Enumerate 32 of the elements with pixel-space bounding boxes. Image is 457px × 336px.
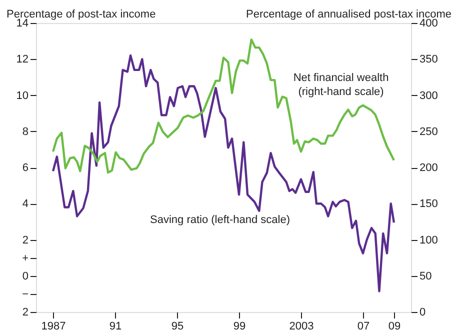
y-tick-label: 8 — [22, 126, 28, 138]
series-label: Net financial wealth (right-hand scale) — [293, 72, 389, 98]
x-tick-label: 95 — [171, 320, 184, 332]
y-tick-label: 2 — [22, 306, 28, 318]
y2-tick-label: 50 — [420, 270, 432, 282]
y2-tick-label: 400 — [420, 18, 438, 30]
x-tick-label: 09 — [388, 320, 401, 332]
y2-tick-label: 0 — [420, 306, 426, 318]
y2-tick-label: 350 — [420, 54, 438, 66]
y-tick-label: 14 — [16, 18, 28, 30]
line-series — [52, 38, 396, 174]
y2-tick-label: 150 — [420, 198, 438, 210]
y-tick-label: 12 — [16, 54, 28, 66]
y2-tick-label: 200 — [420, 162, 438, 174]
y-axis-title: Percentage of post-tax income — [6, 8, 156, 20]
y-tick-label: 6 — [22, 162, 28, 174]
series-label: Saving ratio (left-hand scale) — [150, 214, 290, 226]
y-tick-label: − — [22, 288, 28, 300]
y-tick-label: 4 — [22, 198, 28, 210]
y-tick-label: 10 — [16, 90, 28, 102]
y2-tick-label: 250 — [420, 126, 438, 138]
y-tick-label: + — [22, 252, 28, 264]
x-tick-label: 91 — [109, 320, 122, 332]
x-tick-label: 2003 — [289, 320, 314, 332]
y-tick-label: 2 — [22, 234, 28, 246]
y-tick-label: 0 — [22, 270, 28, 282]
x-tick-label: 99 — [233, 320, 246, 332]
x-tick-label: 1987 — [41, 320, 66, 332]
x-tick-label: 07 — [357, 320, 370, 332]
line-series — [52, 54, 396, 292]
y2-tick-label: 100 — [420, 234, 438, 246]
y2-tick-label: 300 — [420, 90, 438, 102]
